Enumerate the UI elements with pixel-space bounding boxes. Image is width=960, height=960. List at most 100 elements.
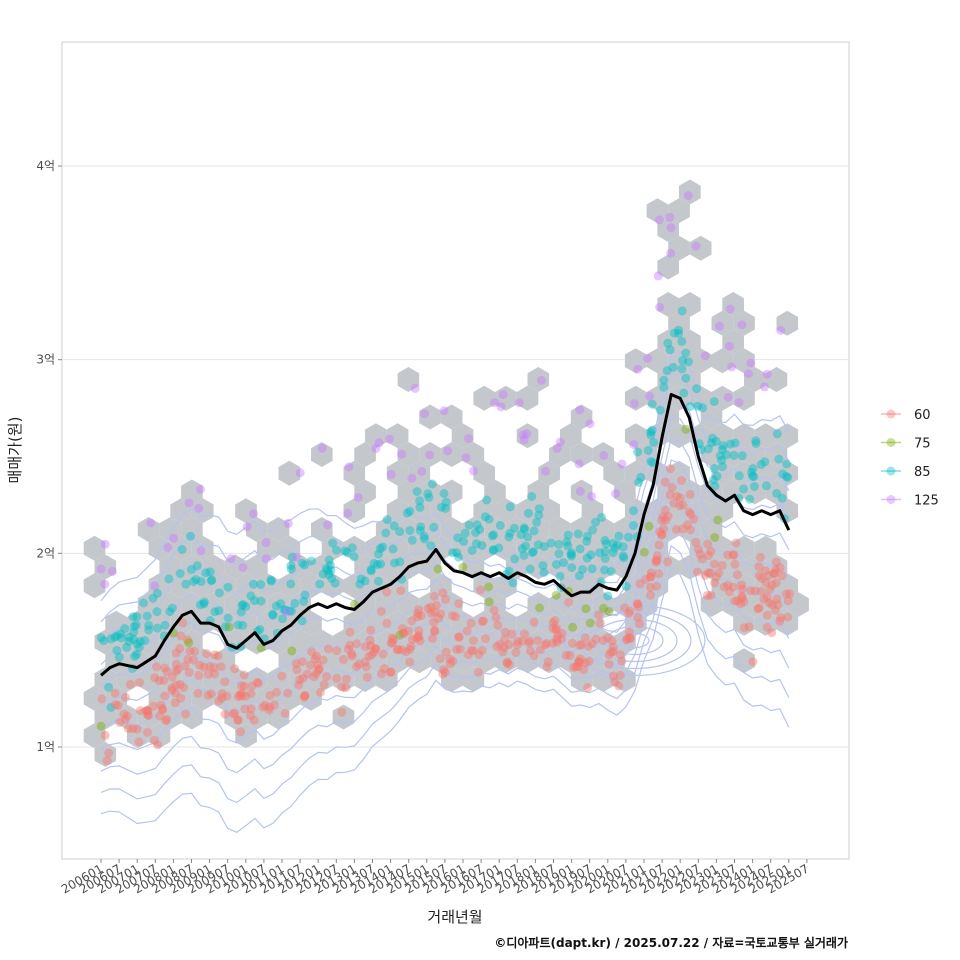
hex-bin: [711, 310, 734, 336]
data-point: [260, 700, 270, 710]
hex-bin: [473, 385, 495, 411]
data-point: [648, 458, 658, 468]
data-point: [629, 506, 638, 516]
data-point: [756, 586, 766, 596]
data-point: [484, 597, 494, 607]
data-point: [122, 642, 132, 652]
density-contour: [100, 523, 790, 775]
data-point: [551, 560, 561, 569]
data-point: [504, 566, 514, 576]
data-point: [455, 644, 465, 654]
data-point: [710, 533, 720, 542]
data-point: [632, 599, 642, 609]
data-point: [480, 512, 490, 522]
data-point: [765, 584, 775, 594]
data-point: [448, 548, 458, 558]
data-point: [557, 634, 566, 644]
density-contour: [100, 502, 790, 751]
data-point: [762, 622, 772, 632]
data-point: [744, 622, 754, 632]
hex-bin: [397, 367, 420, 392]
hex-bin: [495, 648, 517, 674]
data-point: [489, 605, 499, 615]
hex-bin: [657, 292, 679, 317]
legend-label: 85: [914, 465, 931, 480]
data-point: [414, 631, 424, 641]
data-point: [767, 600, 777, 610]
data-point: [439, 665, 449, 675]
hex-bin: [495, 573, 517, 599]
data-point: [429, 591, 439, 601]
data-point: [144, 625, 154, 635]
data-point: [785, 589, 795, 599]
y-tick-label: 3억: [36, 353, 55, 367]
data-point: [773, 600, 783, 610]
data-point: [386, 667, 396, 677]
data-point: [585, 618, 595, 628]
data-point: [651, 555, 661, 565]
hex-bin: [343, 498, 366, 524]
data-point: [382, 515, 392, 525]
data-point: [330, 578, 340, 588]
hex-bin: [538, 535, 560, 561]
data-point: [104, 682, 114, 692]
hex-bin: [711, 498, 734, 524]
data-point: [396, 586, 406, 596]
data-point: [599, 450, 609, 460]
data-point: [167, 683, 177, 693]
data-point: [551, 623, 561, 633]
data-point: [328, 538, 338, 548]
hex-bin: [94, 667, 117, 692]
data-point: [502, 658, 512, 668]
data-point: [299, 692, 309, 702]
data-point: [155, 711, 165, 721]
data-point: [466, 618, 476, 628]
data-point: [413, 632, 423, 642]
data-point: [415, 496, 425, 506]
data-point: [715, 321, 724, 331]
data-point: [542, 639, 551, 648]
hex-bin: [408, 535, 431, 561]
data-point: [529, 526, 539, 536]
data-point: [277, 671, 287, 681]
data-point: [710, 578, 720, 588]
data-point: [228, 709, 238, 719]
data-point: [643, 354, 653, 363]
data-point: [353, 493, 363, 502]
data-point: [159, 675, 169, 685]
hex-bin: [549, 442, 571, 467]
data-point: [481, 634, 490, 644]
hex-bin: [614, 629, 636, 655]
data-point: [100, 539, 110, 549]
data-point: [781, 471, 791, 481]
data-point: [718, 462, 727, 472]
y-tick-label: 2억: [36, 546, 55, 560]
density-contour: [564, 604, 706, 677]
data-point: [190, 647, 200, 656]
data-point: [141, 706, 151, 716]
hex-bin: [148, 685, 171, 711]
data-point: [278, 614, 287, 624]
data-point: [522, 429, 532, 439]
data-point: [737, 584, 747, 594]
data-point: [507, 629, 517, 639]
data-point: [674, 329, 684, 338]
data-point: [315, 687, 325, 697]
data-point: [574, 459, 584, 469]
data-point: [723, 580, 733, 590]
data-point: [256, 580, 266, 589]
data-point: [783, 612, 793, 622]
data-point: [649, 438, 659, 447]
hex-bin: [592, 517, 615, 542]
data-point: [314, 665, 323, 675]
hex-bin: [256, 685, 279, 711]
data-point: [462, 626, 472, 636]
data-point: [213, 651, 223, 661]
data-point: [508, 578, 518, 588]
data-point: [121, 692, 130, 702]
data-point: [307, 556, 316, 566]
data-point: [624, 627, 634, 637]
data-point: [525, 564, 535, 574]
data-point: [134, 737, 144, 747]
hex-bin: [668, 460, 690, 486]
